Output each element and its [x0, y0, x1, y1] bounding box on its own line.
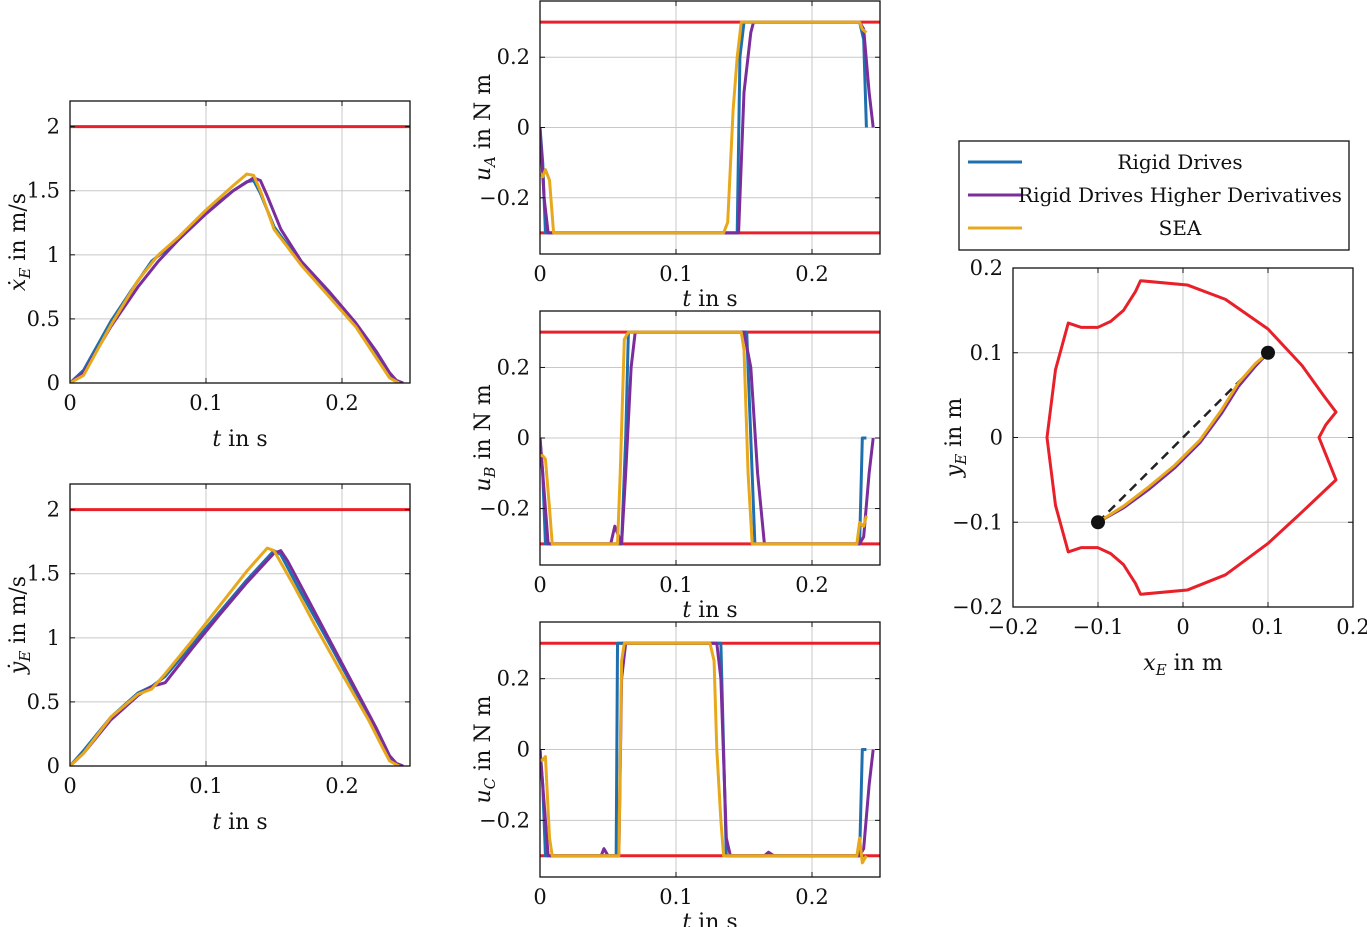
y-tick-label: −0.2: [479, 186, 530, 210]
chart-ydot: 0 0.1 0.2 0 0.5 1 1.5 2 t in s ẏE in m/s: [6, 483, 411, 835]
plot-area-uC: [540, 641, 880, 865]
plot-area-xdot: [70, 125, 410, 383]
y-tick-label: 0: [517, 426, 530, 450]
plot-area-workspace: [1045, 279, 1338, 596]
y-axis-label: uC in N m: [471, 695, 499, 803]
endpoint-marker: [1261, 345, 1275, 360]
series-ydot-2: [70, 546, 400, 766]
y-tick-label: 0: [990, 426, 1003, 450]
x-tick-label: 0: [533, 573, 546, 597]
x-tick-label: −0.1: [1073, 615, 1124, 639]
axes-frame: [69, 100, 411, 384]
y-tick-label: 0.2: [497, 45, 530, 69]
x-axis-label: t in s: [682, 598, 737, 623]
y-axis-label: uB in N m: [471, 384, 499, 492]
y-tick-label: 1.5: [27, 179, 60, 203]
y-tick-label: 0: [47, 371, 60, 395]
x-tick-label: 0: [63, 391, 76, 415]
x-tick-label: 0.1: [659, 885, 692, 909]
y-tick-label: −0.2: [479, 497, 530, 521]
y-tick-label: 0: [47, 754, 60, 778]
series-workspace-1: [1097, 351, 1270, 524]
y-tick-label: 0.5: [27, 690, 60, 714]
x-tick-label: 0.1: [659, 573, 692, 597]
y-tick-label: 0.2: [970, 256, 1003, 280]
legend: Rigid Drives Rigid Drives Higher Derivati…: [958, 140, 1350, 251]
series-uC-2: [540, 641, 868, 865]
legend-entry: Rigid Drives Higher Derivatives: [1018, 183, 1342, 207]
x-tick-label: 0: [533, 262, 546, 286]
chart-uB: 0 0.1 0.2 −0.2 0 0.2 t in s uB in N m: [471, 310, 881, 623]
x-tick-label: 0.2: [795, 573, 828, 597]
x-tick-label: 0: [63, 774, 76, 798]
x-tick-label: 0.2: [325, 774, 358, 798]
y-tick-label: 1.5: [27, 562, 60, 586]
y-tick-label: −0.2: [952, 595, 1003, 619]
y-axis-label: yE in m: [942, 398, 970, 479]
legend-box: [958, 140, 1350, 251]
plot-area-ydot: [70, 508, 410, 766]
x-tick-label: 0.1: [189, 774, 222, 798]
x-axis-label: t in s: [212, 427, 267, 452]
workspace-boundary: [1045, 279, 1338, 596]
y-axis-label: ẋE in m/s: [6, 193, 34, 291]
y-tick-label: 2: [47, 498, 60, 522]
y-tick-label: 0: [517, 738, 530, 762]
chart-workspace: −0.2 −0.1 0 0.1 0.2 −0.2 −0.1 0 0.1 0.2 xE in m yE …: [942, 256, 1367, 679]
y-tick-label: −0.2: [479, 808, 530, 832]
legend-entry: SEA: [1159, 216, 1202, 240]
x-axis-label: t in s: [212, 810, 267, 835]
series-xdot-2: [70, 172, 400, 383]
x-tick-label: 0: [1176, 615, 1189, 639]
legend-entry: Rigid Drives: [1117, 150, 1242, 174]
y-tick-label: −0.1: [952, 510, 1003, 534]
y-axis-label: ẏE in m/s: [6, 576, 34, 675]
x-tick-label: 0: [533, 885, 546, 909]
axes-frame: [69, 483, 411, 767]
x-tick-label: 0.1: [189, 391, 222, 415]
chart-uC: 0 0.1 0.2 −0.2 0 0.2 t in s uC in N m: [471, 621, 881, 927]
endpoint-marker: [1091, 515, 1105, 530]
y-tick-label: 0.1: [970, 341, 1003, 365]
y-tick-label: 2: [47, 115, 60, 139]
chart-xdot: 0 0.1 0.2 0 0.5 1 1.5 2 t in s ẋE in m/s: [6, 100, 411, 452]
series-uA-2: [540, 20, 868, 235]
x-tick-label: 0.2: [1336, 615, 1367, 639]
y-tick-label: 0.5: [27, 307, 60, 331]
y-tick-label: 0: [517, 116, 530, 140]
y-tick-label: 0.2: [497, 667, 530, 691]
x-tick-label: 0.1: [659, 262, 692, 286]
x-tick-label: 0.2: [795, 885, 828, 909]
plot-area-uA: [540, 20, 880, 235]
x-axis-label: xE in m: [1143, 651, 1223, 679]
x-tick-label: −0.2: [988, 615, 1039, 639]
series-uA-1: [540, 20, 875, 235]
series-xdot-0: [70, 178, 401, 383]
series-workspace-2: [1097, 351, 1269, 524]
x-axis-label: t in s: [682, 287, 737, 312]
y-axis-label: uA in N m: [471, 74, 499, 181]
x-tick-label: 0.1: [1251, 615, 1284, 639]
series-uB-2: [540, 330, 868, 546]
series-xdot-1: [70, 176, 404, 383]
x-axis-label: t in s: [682, 910, 737, 927]
chart-uA: 0 0.1 0.2 −0.2 0 0.2 t in s uA in N m: [471, 0, 881, 312]
plot-area-uB: [540, 330, 880, 546]
y-tick-label: 0.2: [497, 355, 530, 379]
x-tick-label: 0.2: [795, 262, 828, 286]
series-ydot-0: [70, 549, 401, 766]
y-tick-label: 1: [47, 243, 60, 267]
y-tick-label: 1: [47, 626, 60, 650]
x-tick-label: 0.2: [325, 391, 358, 415]
